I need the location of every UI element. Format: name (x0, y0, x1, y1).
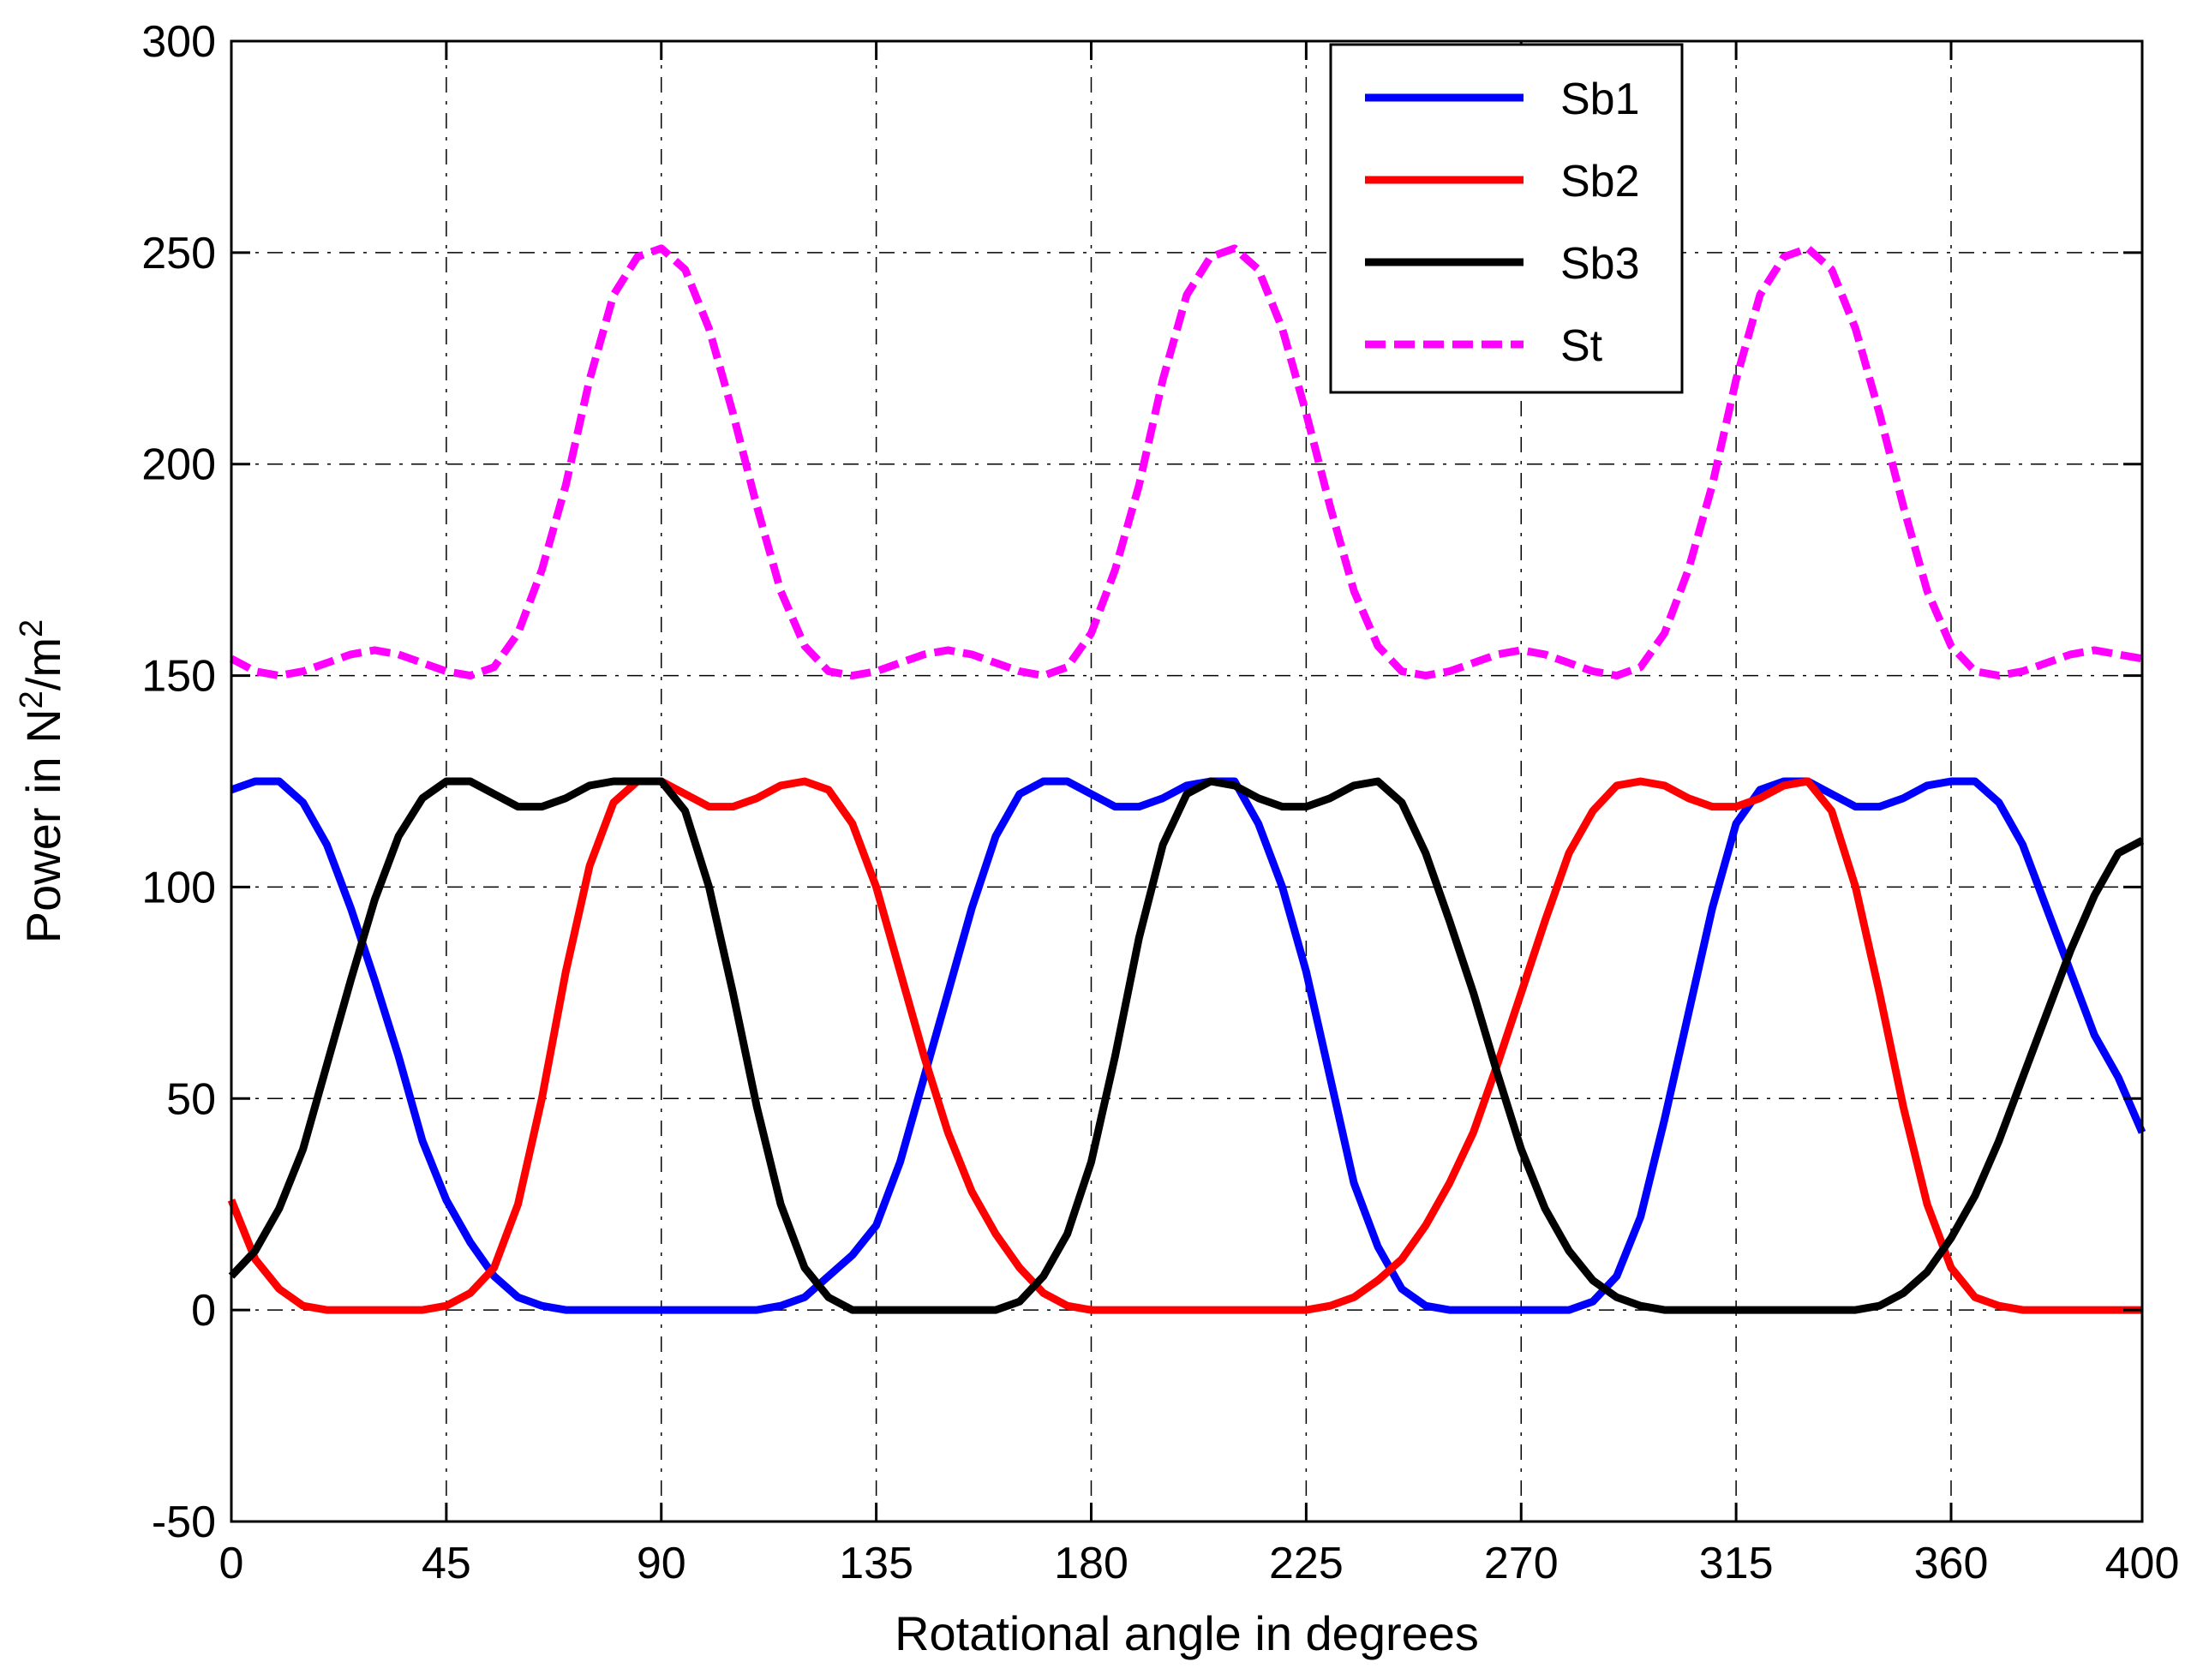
legend-label-sb2: Sb2 (1560, 157, 1640, 206)
y-axis-title-superscript-2: 2 (14, 619, 50, 637)
legend-label-st: St (1560, 321, 1603, 371)
series-line-sb3 (228, 777, 2145, 1314)
y-axis-title-unit: /m (16, 637, 70, 691)
legend-box (1329, 43, 1684, 394)
x-tick-label: 0 (219, 1539, 244, 1588)
series-lines (227, 244, 2146, 1314)
x-tick-label: 135 (839, 1539, 913, 1588)
series-line-sb1 (230, 777, 2146, 1314)
x-tick-label: 315 (1699, 1539, 1774, 1588)
y-tick-label: 0 (191, 1286, 216, 1336)
x-tick-label: 270 (1484, 1539, 1559, 1588)
y-tick-label: 100 (141, 863, 216, 912)
y-tick-label: 50 (166, 1074, 216, 1124)
y-tick-label: 300 (141, 17, 216, 67)
legend-label-sb1: Sb1 (1560, 75, 1640, 124)
x-tick-label: 90 (637, 1539, 686, 1588)
y-tick-label: 250 (141, 229, 216, 278)
y-axis-tick-labels: -50 0 50 100 150 200 250 300 (141, 17, 216, 1547)
y-axis-title-main: Power in N (16, 708, 70, 943)
x-tick-label: 225 (1269, 1539, 1344, 1588)
x-axis-tick-labels: 0 45 90 135 180 225 270 315 360 400 (219, 1539, 2180, 1588)
y-tick-label: -50 (152, 1498, 216, 1547)
legend-label-sb3: Sb3 (1560, 239, 1640, 289)
series-line-st (229, 244, 2143, 680)
x-tick-label: 45 (422, 1539, 471, 1588)
y-tick-label: 200 (141, 440, 216, 490)
x-tick-label: 360 (1914, 1539, 1989, 1588)
x-tick-label: 400 (2105, 1539, 2180, 1588)
x-axis-title: Rotational angle in degrees (895, 1606, 1479, 1660)
grid (231, 41, 2142, 1522)
axis-ticks (230, 39, 2144, 1523)
legend: Sb1 Sb2 Sb3 St (1329, 43, 1684, 394)
y-axis-title: Power in N2/m2 (14, 619, 70, 943)
plot-area-frame (230, 39, 2144, 1523)
x-tick-label: 180 (1054, 1539, 1128, 1588)
series-line-sb2 (227, 777, 2142, 1314)
y-tick-label: 150 (141, 652, 216, 702)
y-axis-title-superscript-1: 2 (14, 691, 50, 708)
